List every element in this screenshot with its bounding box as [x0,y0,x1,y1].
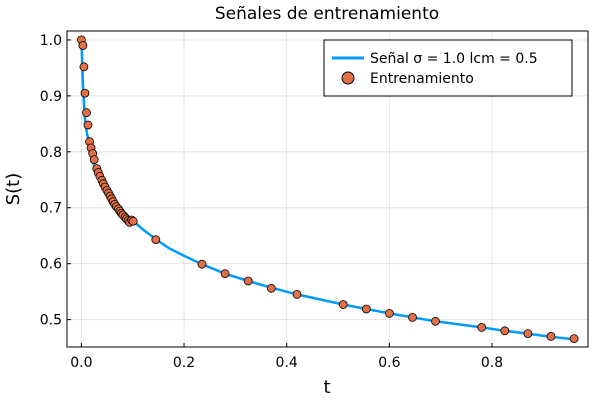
training-point [361,304,371,314]
y-tick-label: 0.6 [40,257,62,273]
legend-label-signal: Señal σ = 1.0 lcm = 0.5 [370,51,538,67]
training-point [83,120,93,130]
y-tick-label: 0.8 [40,145,62,161]
y-tick-label: 1.0 [40,33,62,49]
legend-box [323,39,573,97]
chart-title: Señales de entrenamiento [215,4,439,24]
training-point [80,88,90,98]
training-point [89,155,99,165]
x-tick-label: 0.6 [378,355,400,371]
x-tick-label: 0.4 [276,355,298,371]
y-tick-label: 0.9 [40,89,62,105]
x-tick-label: 0.2 [173,355,195,371]
y-tick-label: 0.7 [40,201,62,217]
training-point [82,108,91,118]
training-point [243,276,253,286]
training-point [266,283,276,293]
training-point [151,235,161,245]
training-point [408,312,417,322]
x-tick-label: 0.0 [70,355,92,371]
training-point [197,259,207,269]
y-axis-label: S(t) [3,173,24,206]
training-point [546,331,556,341]
legend-point-swatch [341,71,355,85]
legend: Señal σ = 1.0 lcm = 0.5 Entrenamiento [323,39,573,97]
x-tick-label: 0.8 [481,355,503,371]
training-point [292,289,302,299]
point-layer [77,35,579,344]
training-point [79,62,89,72]
legend-label-training: Entrenamiento [370,71,474,87]
training-point [338,300,348,309]
training-point [128,216,138,226]
training-point [78,41,88,50]
training-point [500,326,510,336]
training-point [569,334,579,344]
y-tick-label: 0.5 [40,313,62,329]
x-axis-label: t [323,377,330,398]
plot-frame [66,30,589,348]
training-point [384,308,394,318]
training-point [523,329,533,339]
training-point [431,316,440,326]
training-point [220,269,230,279]
ticks: 0.0 0.2 0.4 0.6 0.8 0.5 0.6 0.7 0.8 0.9 1.0 [40,33,503,371]
training-point [477,322,487,332]
